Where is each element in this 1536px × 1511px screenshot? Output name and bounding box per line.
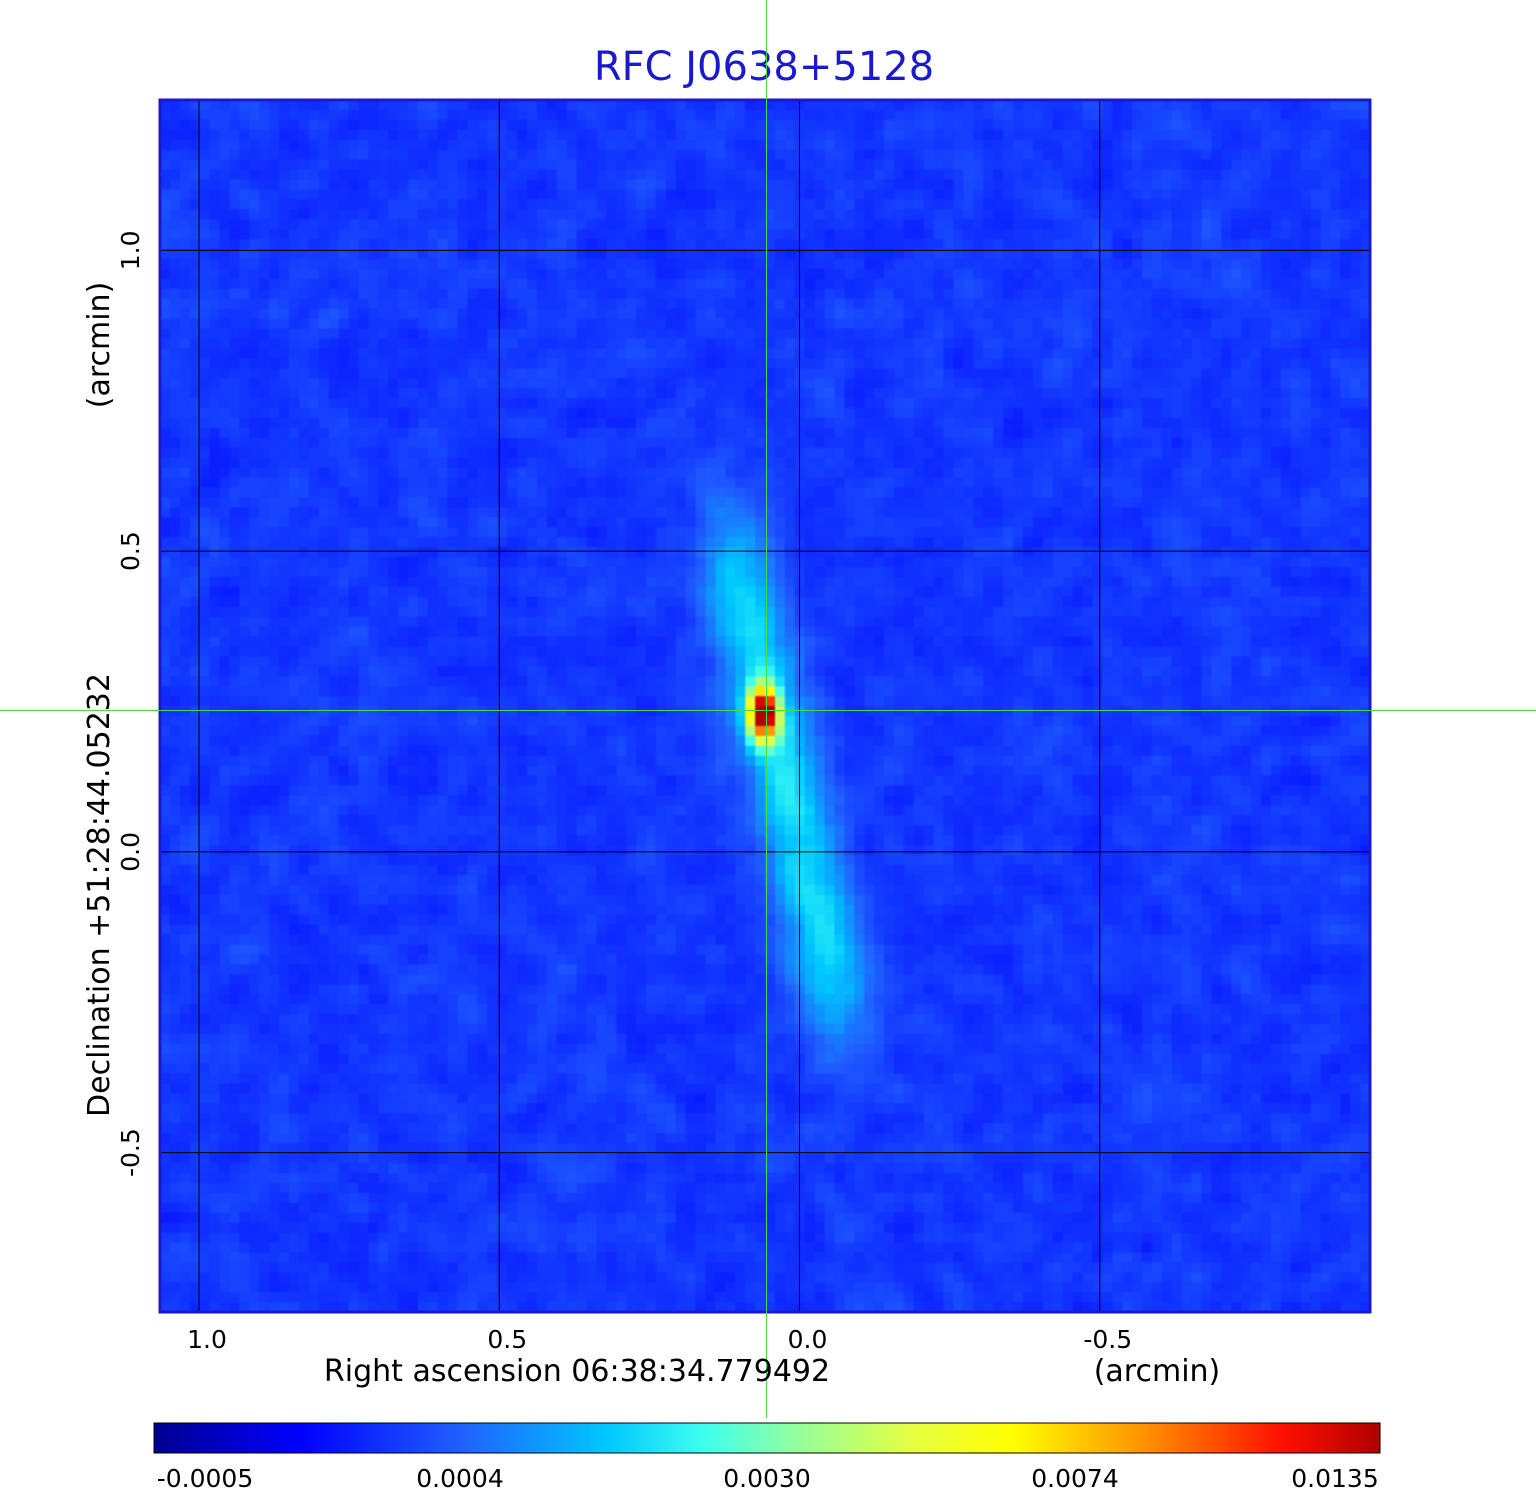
x-tick-label-2: 0.0: [788, 1325, 828, 1354]
crosshair: [0, 0, 1536, 1418]
plot-image: [160, 100, 1370, 1312]
y-tick-label-1: 0.0: [116, 832, 145, 872]
y-axis-unit: (arcmin): [82, 282, 117, 409]
x-tick-labels: 1.0 0.5 0.0 -0.5: [187, 1325, 1132, 1354]
x-tick-label-1: 0.5: [487, 1325, 527, 1354]
x-tick-label-0: 1.0: [187, 1325, 227, 1354]
y-tick-label-0: -0.5: [116, 1128, 145, 1177]
grid-lines: [160, 100, 1370, 1312]
y-axis-label: Declination +51:28:44.05232: [82, 673, 117, 1117]
y-tick-label-3: 1.0: [116, 230, 145, 270]
x-tick-label-3: -0.5: [1083, 1325, 1132, 1354]
colorbar-tick-label-1: 0.0004: [416, 1464, 503, 1493]
colorbar-tick-label-2: 0.0030: [723, 1464, 810, 1493]
colorbar-tick-label-4: 0.0135: [1291, 1464, 1378, 1493]
plot-frame: [158, 98, 1372, 1314]
y-tick-label-2: 0.5: [116, 531, 145, 571]
colorbar-tick-labels: -0.0005 0.0004 0.0030 0.0074 0.0135: [157, 1464, 1379, 1493]
x-axis-unit: (arcmin): [1094, 1354, 1221, 1389]
colorbar-tick-label-3: 0.0074: [1031, 1464, 1118, 1493]
y-tick-labels: -0.5 0.0 0.5 1.0: [116, 230, 145, 1177]
colorbar: [153, 1422, 1381, 1454]
x-axis-label: Right ascension 06:38:34.779492: [324, 1354, 830, 1389]
chart-title: RFC J0638+5128: [594, 44, 934, 90]
heatmap-image: [160, 100, 1370, 1312]
colorbar-tick-label-0: -0.0005: [157, 1464, 254, 1493]
